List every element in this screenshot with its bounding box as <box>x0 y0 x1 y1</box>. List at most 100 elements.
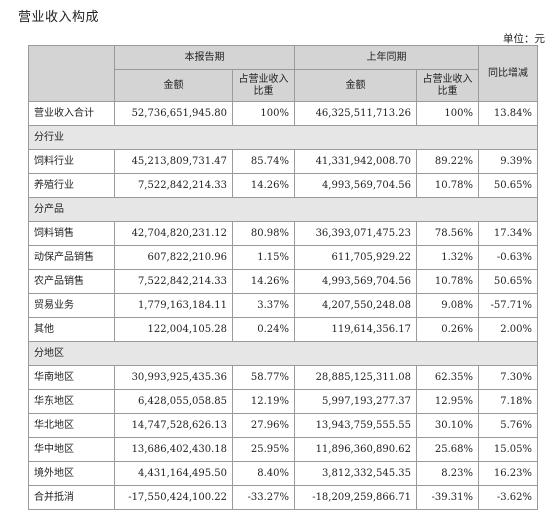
row-label: 养殖行业 <box>28 173 115 198</box>
row-label: 农产品销售 <box>28 269 115 294</box>
prior-amount-cell: 11,896,360,890.62 <box>294 437 417 462</box>
current-amount-cell: 45,213,809,731.47 <box>114 149 233 174</box>
yoy-change-cell: 15.05% <box>478 437 538 462</box>
current-amount-cell: 6,428,055,058.85 <box>114 389 233 414</box>
table-row: 贸易业务 1,779,163,184.11 3.37% 4,207,550,24… <box>28 293 538 318</box>
current-amount-cell: 4,431,164,495.50 <box>114 461 233 486</box>
prior-amount-cell: 4,993,569,704.56 <box>294 269 417 294</box>
current-share-cell: 27.96% <box>232 413 295 438</box>
table-row: 华南地区 30,993,925,435.36 58.77% 28,885,125… <box>28 365 538 390</box>
prior-amount-cell: 41,331,942,008.70 <box>294 149 417 174</box>
table-row: 农产品销售 7,522,842,214.33 14.26% 4,993,569,… <box>28 269 538 294</box>
yoy-change-cell: 50.65% <box>478 269 538 294</box>
current-amount-cell: 607,822,210.96 <box>114 245 233 270</box>
yoy-change-cell: -0.63% <box>478 245 538 270</box>
prior-amount-cell: 13,943,759,555.55 <box>294 413 417 438</box>
yoy-change-cell: 7.30% <box>478 365 538 390</box>
current-share-cell: 0.24% <box>232 317 295 342</box>
current-share-cell: 12.19% <box>232 389 295 414</box>
section-title: 分行业 <box>28 125 538 150</box>
current-share-cell: 58.77% <box>232 365 295 390</box>
current-amount-cell: 42,704,820,231.12 <box>114 221 233 246</box>
prior-amount-cell: 5,997,193,277.37 <box>294 389 417 414</box>
current-share-cell: 25.95% <box>232 437 295 462</box>
current-share-cell: 8.40% <box>232 461 295 486</box>
section-title: 分产品 <box>28 197 538 222</box>
prior-amount-cell: 4,993,569,704.56 <box>294 173 417 198</box>
table-row: 其他 122,004,105.28 0.24% 119,614,356.17 0… <box>28 317 538 342</box>
current-share-cell: 85.74% <box>232 149 295 174</box>
section-header-product: 分产品 <box>28 197 538 222</box>
section-header-industry: 分行业 <box>28 125 538 150</box>
current-share-cell: 1.15% <box>232 245 295 270</box>
yoy-change-cell: 7.18% <box>478 389 538 414</box>
table-row: 饲料销售 42,704,820,231.12 80.98% 36,393,071… <box>28 221 538 246</box>
page-title: 营业收入构成 <box>18 10 100 25</box>
prior-share-cell: 12.95% <box>416 389 479 414</box>
row-label: 合并抵消 <box>28 485 115 510</box>
yoy-change-cell: 17.34% <box>478 221 538 246</box>
header-blank-cell <box>28 45 115 102</box>
table-row: 华中地区 13,686,402,430.18 25.95% 11,896,360… <box>28 437 538 462</box>
yoy-change-cell: 50.65% <box>478 173 538 198</box>
header-row-columns: 金额 占营业收入比重 金额 占营业收入比重 <box>29 69 538 102</box>
yoy-change-cell: 13.84% <box>478 101 538 126</box>
header-current-period: 本报告期 <box>114 45 295 70</box>
prior-share-cell: 30.10% <box>416 413 479 438</box>
prior-share-cell: 78.56% <box>416 221 479 246</box>
prior-share-cell: 100% <box>416 101 479 126</box>
row-label: 其他 <box>28 317 115 342</box>
current-amount-cell: 7,522,842,214.33 <box>114 173 233 198</box>
table-row: 动保产品销售 607,822,210.96 1.15% 611,705,929.… <box>28 245 538 270</box>
current-amount-cell: 52,736,651,945.80 <box>114 101 233 126</box>
header-prior-period: 上年同期 <box>294 45 479 70</box>
current-share-cell: 80.98% <box>232 221 295 246</box>
prior-share-cell: 9.08% <box>416 293 479 318</box>
prior-share-cell: 62.35% <box>416 365 479 390</box>
row-label: 饲料行业 <box>28 149 115 174</box>
yoy-change-cell: -3.62% <box>478 485 538 510</box>
prior-share-cell: 10.78% <box>416 173 479 198</box>
current-share-cell: 3.37% <box>232 293 295 318</box>
prior-amount-cell: 611,705,929.22 <box>294 245 417 270</box>
yoy-change-cell: 16.23% <box>478 461 538 486</box>
section-header-region: 分地区 <box>28 341 538 366</box>
row-label: 营业收入合计 <box>28 101 115 126</box>
yoy-change-cell: 2.00% <box>478 317 538 342</box>
header-current-share: 占营业收入比重 <box>232 69 295 102</box>
current-amount-cell: 14,747,528,626.13 <box>114 413 233 438</box>
prior-share-cell: 25.68% <box>416 437 479 462</box>
current-share-cell: 100% <box>232 101 295 126</box>
current-amount-cell: 13,686,402,430.18 <box>114 437 233 462</box>
prior-share-cell: 0.26% <box>416 317 479 342</box>
row-label: 贸易业务 <box>28 293 115 318</box>
prior-amount-cell: 4,207,550,248.08 <box>294 293 417 318</box>
yoy-change-cell: -57.71% <box>478 293 538 318</box>
current-amount-cell: 7,522,842,214.33 <box>114 269 233 294</box>
unit-note: 单位：元 <box>503 33 545 45</box>
row-label: 动保产品销售 <box>28 245 115 270</box>
prior-share-cell: 10.78% <box>416 269 479 294</box>
prior-amount-cell: -18,209,259,866.71 <box>294 485 417 510</box>
prior-amount-cell: 119,614,356.17 <box>294 317 417 342</box>
yoy-change-cell: 9.39% <box>478 149 538 174</box>
row-label: 华东地区 <box>28 389 115 414</box>
prior-share-cell: 1.32% <box>416 245 479 270</box>
table-row: 养殖行业 7,522,842,214.33 14.26% 4,993,569,7… <box>28 173 538 198</box>
row-label: 华中地区 <box>28 437 115 462</box>
current-share-cell: 14.26% <box>232 173 295 198</box>
table-row: 饲料行业 45,213,809,731.47 85.74% 41,331,942… <box>28 149 538 174</box>
header-row-periods: 本报告期 上年同期 同比增减 <box>28 45 538 102</box>
current-amount-cell: 122,004,105.28 <box>114 317 233 342</box>
prior-share-cell: 8.23% <box>416 461 479 486</box>
prior-amount-cell: 28,885,125,311.08 <box>294 365 417 390</box>
row-label: 境外地区 <box>28 461 115 486</box>
current-share-cell: -33.27% <box>232 485 295 510</box>
section-title: 分地区 <box>28 341 538 366</box>
header-current-amount: 金额 <box>114 69 233 102</box>
prior-share-cell: -39.31% <box>416 485 479 510</box>
row-label: 华北地区 <box>28 413 115 438</box>
row-label: 饲料销售 <box>28 221 115 246</box>
current-amount-cell: -17,550,424,100.22 <box>114 485 233 510</box>
table-row: 华东地区 6,428,055,058.85 12.19% 5,997,193,2… <box>28 389 538 414</box>
